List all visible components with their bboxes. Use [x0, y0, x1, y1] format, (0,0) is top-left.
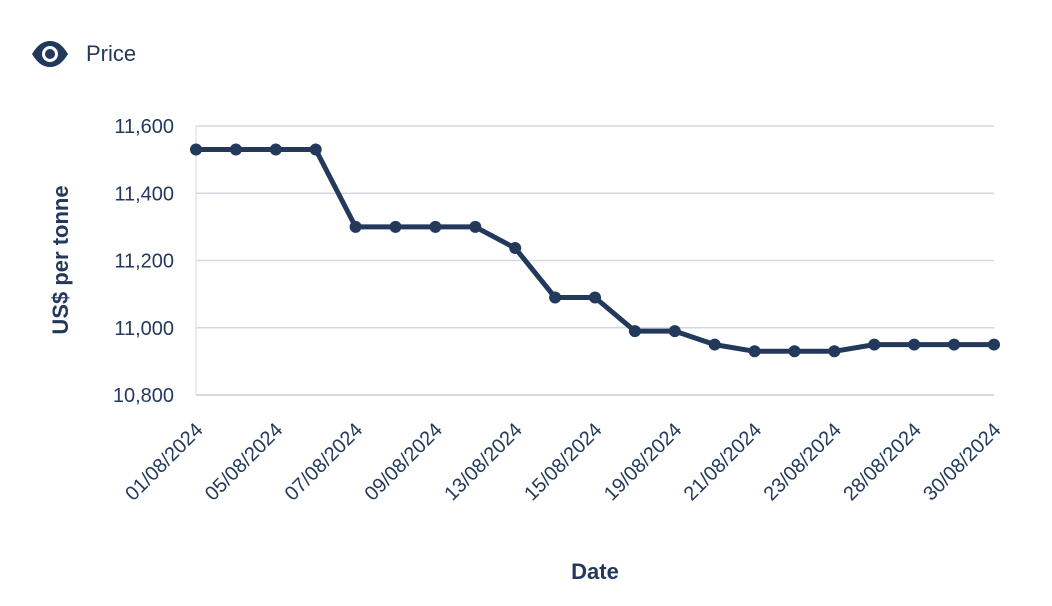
x-tick-label: 09/08/2024: [361, 419, 447, 505]
x-tick-label: 21/08/2024: [680, 419, 766, 505]
data-point[interactable]: [788, 345, 801, 358]
y-tick-labels: 10,800 11,000 11,200 11,400 11,600: [113, 116, 174, 407]
data-point[interactable]: [190, 143, 202, 156]
x-tick-label: 13/08/2024: [440, 419, 526, 505]
x-tick-label: 23/08/2024: [760, 419, 846, 505]
grid-lines: [196, 125, 994, 329]
data-point[interactable]: [429, 220, 442, 233]
data-point[interactable]: [309, 143, 322, 156]
y-axis-title: US$ per tonne: [48, 185, 73, 334]
data-point[interactable]: [349, 220, 362, 233]
x-tick-label: 28/08/2024: [839, 419, 925, 505]
data-point[interactable]: [229, 143, 242, 156]
x-tick-label: 05/08/2024: [201, 419, 287, 505]
y-tick-label: 11,200: [114, 251, 174, 273]
data-point[interactable]: [549, 291, 562, 304]
x-tick-labels: 01/08/202405/08/202407/08/202409/08/2024…: [121, 419, 1005, 505]
y-tick-label: 11,000: [114, 318, 174, 340]
x-tick-label: 30/08/2024: [919, 419, 1005, 505]
data-point[interactable]: [668, 325, 681, 338]
data-point[interactable]: [948, 338, 961, 351]
data-point[interactable]: [748, 345, 761, 358]
x-tick-label: 01/08/2024: [121, 419, 207, 505]
data-point[interactable]: [469, 220, 482, 233]
y-tick-label: 11,600: [114, 116, 174, 138]
axes: [195, 126, 994, 396]
series-line: [193, 147, 997, 354]
data-point[interactable]: [708, 338, 721, 351]
x-tick-label: 19/08/2024: [600, 419, 686, 505]
y-tick-label: 10,800: [113, 385, 174, 407]
data-point[interactable]: [828, 345, 841, 358]
series-price: [190, 143, 1000, 358]
x-tick-label: 07/08/2024: [281, 419, 367, 505]
legend-label: Price: [86, 41, 137, 66]
data-point[interactable]: [509, 242, 522, 255]
y-tick-label: 11,400: [114, 183, 174, 205]
x-tick-label: 15/08/2024: [520, 419, 606, 505]
data-point[interactable]: [628, 325, 641, 338]
eye-icon[interactable]: [30, 40, 70, 68]
legend-item-price[interactable]: Price: [30, 36, 136, 72]
data-point[interactable]: [908, 338, 921, 351]
data-point[interactable]: [589, 291, 601, 304]
data-point[interactable]: [389, 220, 402, 233]
data-point[interactable]: [269, 143, 282, 156]
data-point[interactable]: [988, 338, 1000, 351]
x-axis-title: Date: [571, 559, 619, 584]
data-point[interactable]: [868, 338, 881, 351]
